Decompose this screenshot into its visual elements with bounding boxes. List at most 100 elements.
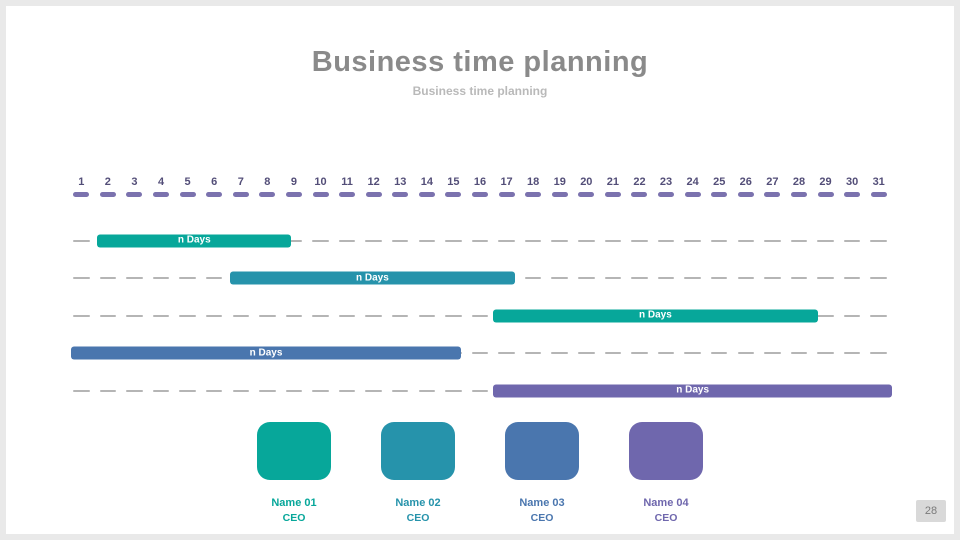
dash-mark [790, 239, 808, 242]
day-column: 7 [227, 176, 254, 197]
dash-mark [551, 352, 568, 355]
person-avatar-shape [381, 422, 455, 480]
day-column: 14 [414, 176, 441, 197]
dash-cell [573, 277, 600, 280]
dash-mark [99, 314, 117, 317]
day-tick-mark [870, 192, 887, 197]
day-column: 29 [812, 176, 839, 197]
dash-cell [201, 277, 228, 280]
dash-cell [706, 239, 733, 242]
dash-mark [471, 389, 489, 392]
dash-cell [440, 239, 467, 242]
day-column: 16 [467, 176, 494, 197]
dash-mark [604, 277, 622, 280]
dash-cell [281, 389, 308, 392]
person-role: CEO [654, 512, 678, 524]
dash-mark [817, 352, 834, 355]
day-tick-mark [153, 192, 170, 197]
dash-mark [524, 239, 542, 242]
dash-mark [126, 314, 143, 317]
person-card: Name 02 CEO [381, 422, 455, 524]
day-number-label: 29 [819, 176, 832, 188]
dash-cell [95, 389, 122, 392]
day-tick-mark [684, 192, 701, 197]
dash-cell [254, 389, 281, 392]
dash-mark [285, 239, 303, 242]
day-tick-mark [817, 192, 834, 197]
dash-cell [281, 314, 308, 317]
dash-cell [148, 389, 175, 392]
day-number-label: 7 [237, 176, 244, 188]
dash-mark [471, 352, 489, 355]
day-tick-mark [126, 192, 143, 197]
day-number-label: 16 [473, 176, 487, 188]
gantt-rows: n Days n Days n Days n Days n Days [68, 222, 892, 410]
day-column: 23 [653, 176, 680, 197]
dash-cell [148, 277, 175, 280]
dash-mark [498, 239, 515, 242]
day-column: 26 [733, 176, 760, 197]
people-row: Name 01 CEO Name 02 CEO Name 03 CEO Name 04 CEO [6, 422, 954, 524]
dash-mark [498, 352, 515, 355]
dash-cell [573, 352, 600, 355]
day-tick-mark [737, 192, 754, 197]
day-number-label: 18 [527, 176, 540, 188]
dash-cell [839, 277, 866, 280]
day-column: 11 [334, 176, 361, 197]
page-number-badge: 28 [916, 500, 946, 522]
dash-mark [737, 352, 755, 355]
dash-mark [471, 239, 489, 242]
dash-mark [152, 389, 170, 392]
dash-mark [259, 314, 276, 317]
dash-mark [365, 389, 382, 392]
dash-cell [759, 277, 786, 280]
dash-mark [684, 352, 701, 355]
dash-mark [232, 389, 249, 392]
dash-cell [414, 389, 441, 392]
dash-cell [706, 277, 733, 280]
person-name: Name 01 [271, 497, 317, 509]
day-number-label: 9 [290, 176, 297, 188]
dash-mark [684, 277, 701, 280]
day-column: 4 [148, 176, 175, 197]
day-tick-mark [471, 192, 488, 197]
day-number-label: 23 [659, 176, 673, 188]
day-number-label: 17 [500, 176, 513, 188]
dash-cell [307, 314, 334, 317]
dash-cell [733, 239, 760, 242]
dash-mark [205, 277, 223, 280]
gantt-bar: n Days [70, 346, 462, 360]
dash-cell [653, 277, 680, 280]
dash-mark [524, 352, 542, 355]
dash-cell [95, 314, 122, 317]
dash-mark [764, 277, 781, 280]
day-column: 31 [865, 176, 892, 197]
day-number-label: 20 [580, 176, 593, 188]
dash-mark [710, 277, 728, 280]
dash-mark [604, 239, 622, 242]
dash-cell [334, 239, 361, 242]
dash-mark [179, 277, 196, 280]
dash-mark [99, 389, 117, 392]
day-number-label: 14 [420, 176, 433, 188]
dash-mark [418, 314, 436, 317]
dash-cell [174, 277, 201, 280]
dash-cell [679, 352, 706, 355]
dash-cell [812, 277, 839, 280]
dash-mark [73, 389, 90, 392]
dash-cell [546, 239, 573, 242]
dash-cell [839, 239, 866, 242]
dash-mark [551, 277, 568, 280]
dash-mark [99, 277, 117, 280]
person-avatar-shape [629, 422, 703, 480]
day-column: 28 [786, 176, 813, 197]
day-tick-mark [179, 192, 196, 197]
dash-mark [657, 277, 675, 280]
dash-mark [338, 389, 356, 392]
dash-mark [764, 352, 781, 355]
day-tick-mark [631, 192, 648, 197]
dash-cell [520, 239, 547, 242]
person-role: CEO [406, 512, 430, 524]
day-number-label: 15 [447, 176, 460, 188]
day-column: 2 [95, 176, 122, 197]
